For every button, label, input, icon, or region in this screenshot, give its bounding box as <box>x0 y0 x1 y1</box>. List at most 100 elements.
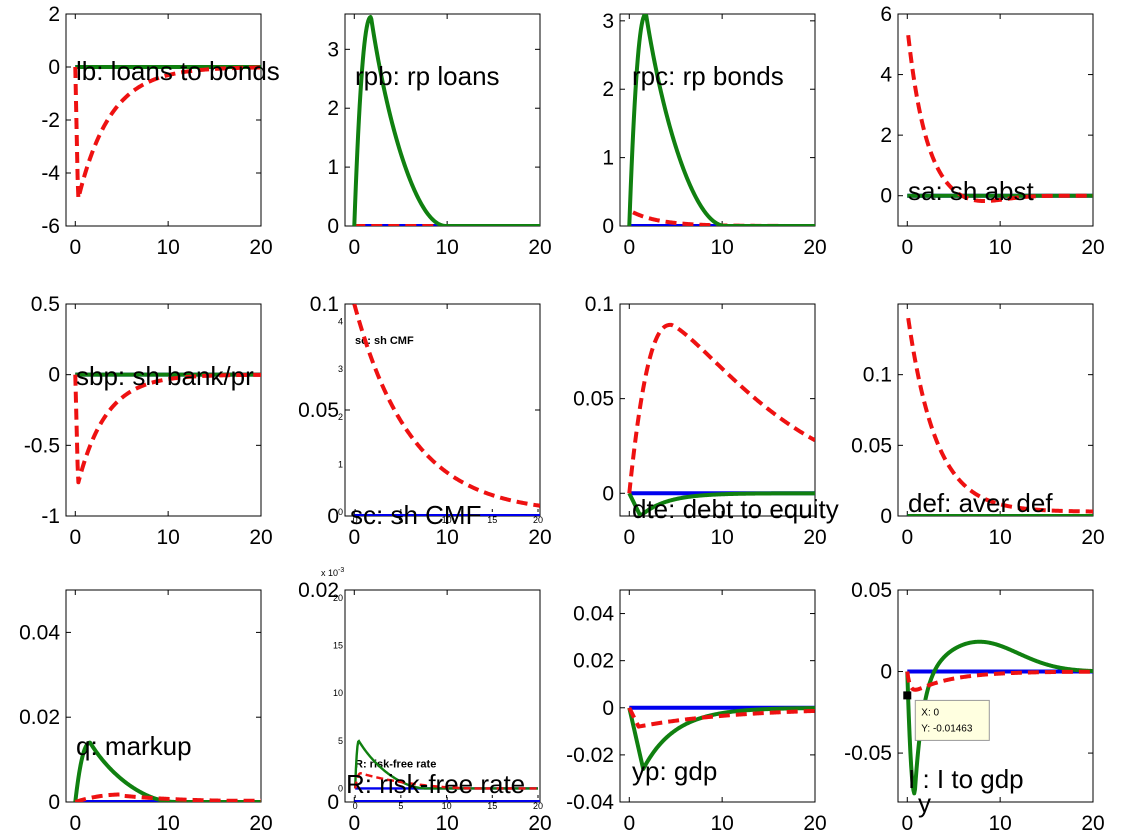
inset-title: sc: sh CMF <box>355 335 414 347</box>
y-tick-label: 2 <box>880 124 892 147</box>
panel-title: rpc: rp bonds <box>632 61 784 91</box>
panel-Iy: 0 10 20 -0.05 0 0.05 X: 0 Y: -0.01463 <box>844 579 1105 835</box>
datatip-box <box>914 699 990 741</box>
y-tick-label: 1 <box>327 156 339 179</box>
inset-x-tick-label: 15 <box>487 515 497 525</box>
y-tick-label: 4 <box>880 64 892 87</box>
y-tick-label: 0 <box>880 185 892 208</box>
y-tick-label: 0 <box>48 56 60 79</box>
panel-title: q: markup <box>76 731 192 761</box>
panel-axes-frame <box>65 589 262 803</box>
y-tick-label: 0.05 <box>851 579 892 602</box>
y-tick-label: 0.1 <box>863 364 892 387</box>
x-tick-label: 20 <box>803 526 826 549</box>
inset-y-tick-label: 20 <box>333 593 343 603</box>
series-line-green <box>627 14 815 226</box>
panel-sbp: 0 10 20 -1 -0.5 0 0.5 <box>24 293 273 549</box>
y-tick-label: -2 <box>41 109 60 132</box>
inset-x-tick-label: 0 <box>353 515 358 525</box>
y-tick-label: -0.02 <box>566 744 614 767</box>
y-tick-label: -6 <box>41 215 60 238</box>
panel-axes-frame <box>897 589 1094 803</box>
series-line-red <box>73 65 261 201</box>
x-tick-label: 10 <box>988 236 1011 259</box>
panel-sc: 0 10 20 0 0.05 0.1 0 5 10 15 20 0 1 2 3 4 sc: sh CMF <box>298 293 552 549</box>
inset-x-tick-label: 0 <box>353 801 358 811</box>
series-line-red <box>906 317 1093 514</box>
inset-y-tick-label: 0 <box>338 783 343 793</box>
panel-axes-frame <box>619 303 816 517</box>
x-tick-label: 10 <box>156 526 179 549</box>
panel-title: lb: loans to bonds <box>76 56 280 86</box>
y-tick-label: 6 <box>880 3 892 26</box>
y-tick-label: -0.04 <box>566 791 614 814</box>
inset-y-tick-label: 10 <box>333 688 343 698</box>
y-tick-label: 2 <box>48 3 60 26</box>
y-tick-label: 0.5 <box>31 293 60 316</box>
inset-y-tick-label: 0 <box>338 507 343 517</box>
panel-axes-frame <box>65 303 262 517</box>
y-tick-label: 3 <box>327 38 339 61</box>
series-group <box>627 322 815 516</box>
inset-x-tick-label: 20 <box>533 515 543 525</box>
panel-title: dte: debt to equity <box>632 494 839 524</box>
series-line-green <box>905 639 1093 796</box>
panel-yp: 0 10 20 -0.04 -0.02 0 0.02 0.04 <box>566 589 827 835</box>
panel-axes-frame <box>344 303 541 517</box>
x-tick-label: 0 <box>901 812 913 835</box>
datatip-marker[interactable] <box>903 691 912 700</box>
panel-def: 0 10 20 0 0.05 0.1 <box>851 303 1105 549</box>
x-tick-label: 0 <box>69 236 81 259</box>
y-tick-label: 2 <box>327 97 339 120</box>
series-line-red <box>74 792 261 802</box>
series-group <box>906 317 1093 516</box>
x-tick-label: 0 <box>348 812 360 835</box>
panel-dte: 0 10 20 0 0.05 0.1 <box>573 293 827 549</box>
y-tick-label: 0.04 <box>573 603 614 626</box>
y-tick-label: 0 <box>48 791 60 814</box>
x-tick-label: 0 <box>623 236 635 259</box>
inset-axes: 0 5 10 15 20 0 1 2 3 4 sc: sh CMF <box>338 317 543 525</box>
x-tick-label: 20 <box>803 812 826 835</box>
x-tick-label: 10 <box>435 526 458 549</box>
x-tick-label: 0 <box>348 526 360 549</box>
inset-x-tick-label: 15 <box>487 801 497 811</box>
series-line-red <box>905 669 1093 692</box>
y-tick-label: 0.05 <box>298 399 339 422</box>
inset-x-tick-label: 10 <box>442 801 452 811</box>
y-tick-label: 0.02 <box>298 579 339 602</box>
inset-y-tick-label: 5 <box>338 736 343 746</box>
y-tick-label: -0.05 <box>844 742 892 765</box>
inset-y-tick-label: 2 <box>338 412 343 422</box>
x-tick-label: 20 <box>249 236 272 259</box>
y-tick-label: 0.02 <box>573 650 614 673</box>
datatip-y-text: Y: -0.01463 <box>921 723 973 734</box>
y-tick-label: -1 <box>41 505 60 528</box>
y-tick-label: 0 <box>48 364 60 387</box>
series-line-green <box>627 491 815 516</box>
inset-x-tick-label: 5 <box>398 515 403 525</box>
panel-title: def: aver def <box>908 488 1053 518</box>
panel-title: rpb: rp loans <box>355 61 500 91</box>
inset-y-tick-label: 3 <box>338 364 343 374</box>
x-tick-label: 10 <box>435 812 458 835</box>
panel-rpc: 0 10 20 0 1 2 3 <box>602 10 826 259</box>
inset-series-green <box>353 739 538 790</box>
panel-title: R: risk-free rate <box>346 769 525 799</box>
x-tick-label: 20 <box>249 812 272 835</box>
y-tick-label: 0 <box>880 505 892 528</box>
x-tick-label: 20 <box>1081 812 1104 835</box>
y-tick-label: 0 <box>602 482 614 505</box>
x-tick-label: 20 <box>1081 526 1104 549</box>
panel-axes-frame <box>897 303 1094 517</box>
panel-title: sa: sh abst <box>908 176 1035 206</box>
x-tick-label: 20 <box>528 236 551 259</box>
panel-axes-frame <box>65 13 262 227</box>
x-tick-label: 10 <box>710 236 733 259</box>
x-tick-label: 0 <box>69 526 81 549</box>
x-tick-label: 0 <box>901 526 913 549</box>
panel-q: 0 10 20 0 0.02 0.04 <box>19 589 273 835</box>
x-tick-label: 20 <box>528 526 551 549</box>
y-tick-label: 0.1 <box>585 293 614 316</box>
